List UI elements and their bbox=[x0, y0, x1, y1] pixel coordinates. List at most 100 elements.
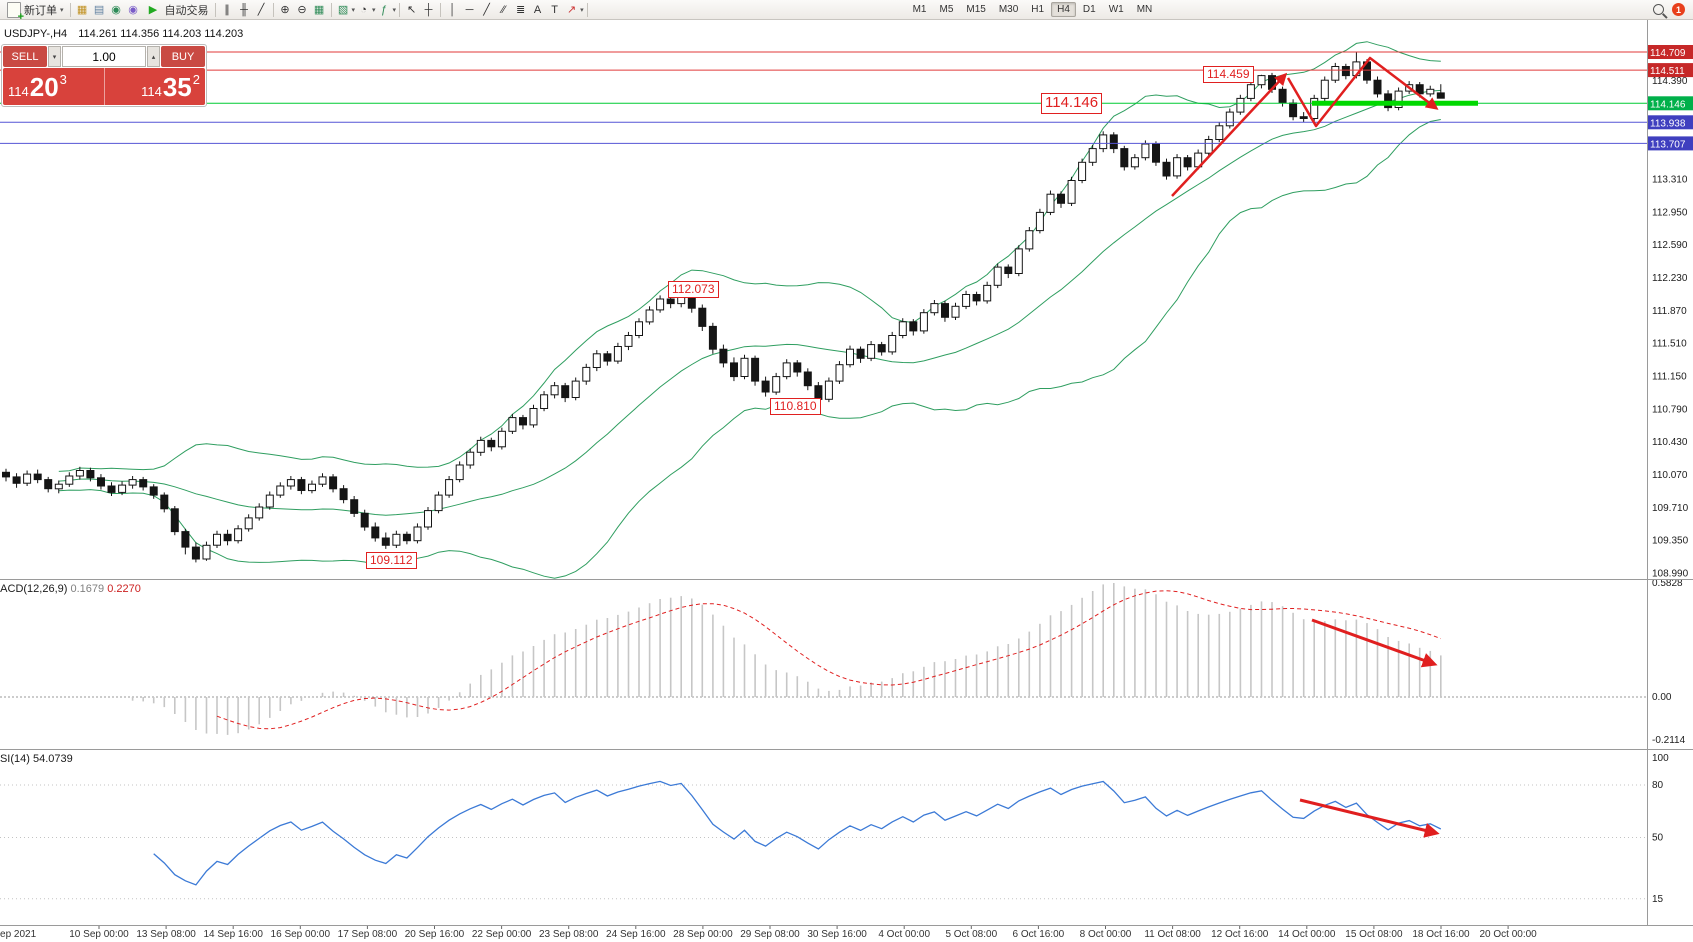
chevron-down-icon[interactable]: ▾ bbox=[580, 6, 584, 14]
tile-windows-icon[interactable]: ▦ bbox=[313, 4, 325, 16]
buy-price-button[interactable]: 114 35 2 bbox=[105, 68, 206, 105]
indicators-icon[interactable]: ƒ bbox=[380, 3, 388, 16]
toolbar-divider bbox=[440, 2, 442, 17]
rsi-down-arrow bbox=[1299, 798, 1440, 838]
volume-decrease-button[interactable]: ▾ bbox=[48, 46, 61, 67]
timeframe-h1[interactable]: H1 bbox=[1031, 4, 1045, 15]
trend-up-arrow bbox=[1171, 72, 1288, 197]
svg-text:6 Oct 16:00: 6 Oct 16:00 bbox=[1013, 929, 1065, 940]
period-icon[interactable]: ◔ bbox=[360, 3, 367, 16]
timeframe-w1[interactable]: W1 bbox=[1108, 4, 1124, 15]
channel-icon[interactable]: ⁄⁄ bbox=[501, 3, 506, 16]
svg-text:20 Oct 00:00: 20 Oct 00:00 bbox=[1479, 929, 1537, 940]
svg-text:109.710: 109.710 bbox=[1652, 503, 1689, 514]
timeframe-m15[interactable]: M15 bbox=[966, 4, 986, 15]
candlestick-chart-icon[interactable]: ╫ bbox=[240, 3, 248, 16]
svg-text:113.310: 113.310 bbox=[1652, 175, 1688, 186]
timeframe-m1[interactable]: M1 bbox=[912, 4, 927, 15]
svg-text:114.709: 114.709 bbox=[1650, 48, 1686, 59]
svg-text:15 Oct 08:00: 15 Oct 08:00 bbox=[1345, 929, 1403, 940]
svg-text:0.5828: 0.5828 bbox=[1652, 578, 1683, 589]
svg-text:111.510: 111.510 bbox=[1652, 339, 1687, 350]
svg-text:112.230: 112.230 bbox=[1652, 273, 1688, 284]
chart-symbol-info: USDJPY-,H4 114.261 114.356 114.203 114.2… bbox=[4, 28, 243, 40]
svg-text:110.070: 110.070 bbox=[1652, 470, 1688, 481]
svg-text:80: 80 bbox=[1652, 780, 1664, 791]
svg-text:12 Oct 16:00: 12 Oct 16:00 bbox=[1211, 929, 1269, 940]
fibonacci-icon[interactable]: ≣ bbox=[515, 4, 526, 16]
macd-main-value: 0.1679 bbox=[70, 583, 105, 595]
data-window-icon[interactable]: ◉ bbox=[111, 4, 121, 16]
autotrade-button[interactable]: ▶ 自动交易 bbox=[142, 1, 212, 19]
svg-text:4 Oct 00:00: 4 Oct 00:00 bbox=[878, 929, 930, 940]
trendline-icon[interactable]: ╱ bbox=[483, 4, 490, 16]
svg-text:112.950: 112.950 bbox=[1652, 207, 1688, 218]
toolbar-icon-group-a: ▦ ▤ ◉ ◉ bbox=[74, 2, 142, 18]
bollinger-bands bbox=[58, 41, 1441, 579]
notification-badge[interactable]: 1 bbox=[1672, 3, 1685, 16]
buy-button[interactable]: BUY bbox=[161, 46, 205, 67]
navigator-icon[interactable]: ◉ bbox=[128, 4, 138, 16]
buy-price-prefix: 114 bbox=[141, 84, 162, 99]
svg-text:28 Sep 00:00: 28 Sep 00:00 bbox=[673, 929, 733, 940]
zoom-in-icon[interactable]: ⊕ bbox=[280, 4, 290, 16]
crosshair-icon[interactable]: ┼ bbox=[424, 3, 433, 16]
volume-input[interactable] bbox=[62, 46, 146, 67]
svg-text:112.590: 112.590 bbox=[1652, 240, 1688, 251]
price-tag bbox=[1648, 96, 1693, 111]
text-icon[interactable]: A bbox=[533, 3, 542, 16]
svg-text:17 Sep 08:00: 17 Sep 08:00 bbox=[338, 929, 398, 940]
bar-chart-icon[interactable]: ∥ bbox=[224, 4, 230, 16]
charts-grid-icon[interactable]: ▦ bbox=[76, 4, 88, 16]
timeframe-m30[interactable]: M30 bbox=[998, 4, 1019, 15]
timeframe-h4[interactable]: H4 bbox=[1051, 2, 1076, 17]
svg-text:22 Sep 00:00: 22 Sep 00:00 bbox=[472, 929, 532, 940]
zoom-out-icon[interactable]: ⊖ bbox=[297, 4, 307, 16]
sell-price-big: 20 bbox=[29, 71, 59, 102]
correction-zigzag-arrow bbox=[1286, 56, 1439, 128]
svg-text:113.938: 113.938 bbox=[1650, 118, 1686, 129]
svg-text:50: 50 bbox=[1652, 833, 1664, 844]
print-icon[interactable]: ▤ bbox=[93, 4, 105, 16]
timeframe-d1[interactable]: D1 bbox=[1082, 4, 1096, 15]
svg-text:108.990: 108.990 bbox=[1652, 569, 1689, 580]
svg-text:110.790: 110.790 bbox=[1652, 404, 1688, 415]
chevron-down-icon[interactable]: ▾ bbox=[392, 6, 397, 14]
toolbar-divider bbox=[69, 2, 71, 17]
one-click-trading-panel: SELL ▾ ▴ BUY 114 20 3 114 35 2 bbox=[1, 44, 207, 107]
toolbar-divider bbox=[214, 2, 216, 17]
svg-text:111.870: 111.870 bbox=[1652, 306, 1687, 317]
label-icon[interactable]: T bbox=[551, 3, 558, 16]
new-order-button[interactable]: 新订单 ▾ bbox=[4, 1, 67, 22]
search-icon[interactable] bbox=[1653, 4, 1664, 15]
chevron-down-icon[interactable]: ▾ bbox=[351, 6, 356, 14]
timeframe-m5[interactable]: M5 bbox=[939, 4, 954, 15]
sell-button[interactable]: SELL bbox=[3, 46, 47, 67]
drawn-arrows bbox=[1171, 56, 1440, 838]
ohlc-values: 114.261 114.356 114.203 114.203 bbox=[78, 28, 244, 40]
timeframe-mn[interactable]: MN bbox=[1136, 4, 1153, 15]
new-order-label: 新订单 bbox=[24, 4, 57, 17]
new-chart-icon[interactable]: ▧ bbox=[337, 4, 349, 16]
rsi-indicator-label: RSI(14) 54.0739 bbox=[0, 753, 73, 765]
svg-text:14 Oct 00:00: 14 Oct 00:00 bbox=[1278, 929, 1336, 940]
chevron-down-icon[interactable]: ▾ bbox=[372, 6, 376, 14]
toolbar-divider bbox=[272, 2, 274, 17]
volume-increase-button[interactable]: ▴ bbox=[147, 46, 160, 67]
horizontal-line-icon[interactable]: ─ bbox=[465, 3, 474, 16]
rsi-name: RSI(14) bbox=[0, 753, 30, 765]
svg-text:18 Oct 16:00: 18 Oct 16:00 bbox=[1412, 929, 1470, 940]
play-icon: ▶ bbox=[148, 4, 158, 16]
svg-text:111.150: 111.150 bbox=[1652, 372, 1687, 383]
svg-text:23 Sep 08:00: 23 Sep 08:00 bbox=[539, 929, 599, 940]
arrows-tool-icon[interactable]: ↗ bbox=[566, 4, 577, 16]
sell-price-pip: 3 bbox=[59, 72, 67, 87]
sell-price-button[interactable]: 114 20 3 bbox=[3, 68, 104, 105]
autotrade-label: 自动交易 bbox=[164, 4, 209, 17]
macd-indicator-label: MACD(12,26,9) 0.1679 0.2270 bbox=[0, 583, 141, 595]
vertical-line-icon[interactable]: │ bbox=[449, 3, 456, 16]
line-chart-icon[interactable]: ╱ bbox=[257, 4, 265, 16]
svg-text:9 Sep 2021: 9 Sep 2021 bbox=[0, 929, 37, 940]
cursor-icon[interactable]: ↖ bbox=[406, 4, 417, 16]
